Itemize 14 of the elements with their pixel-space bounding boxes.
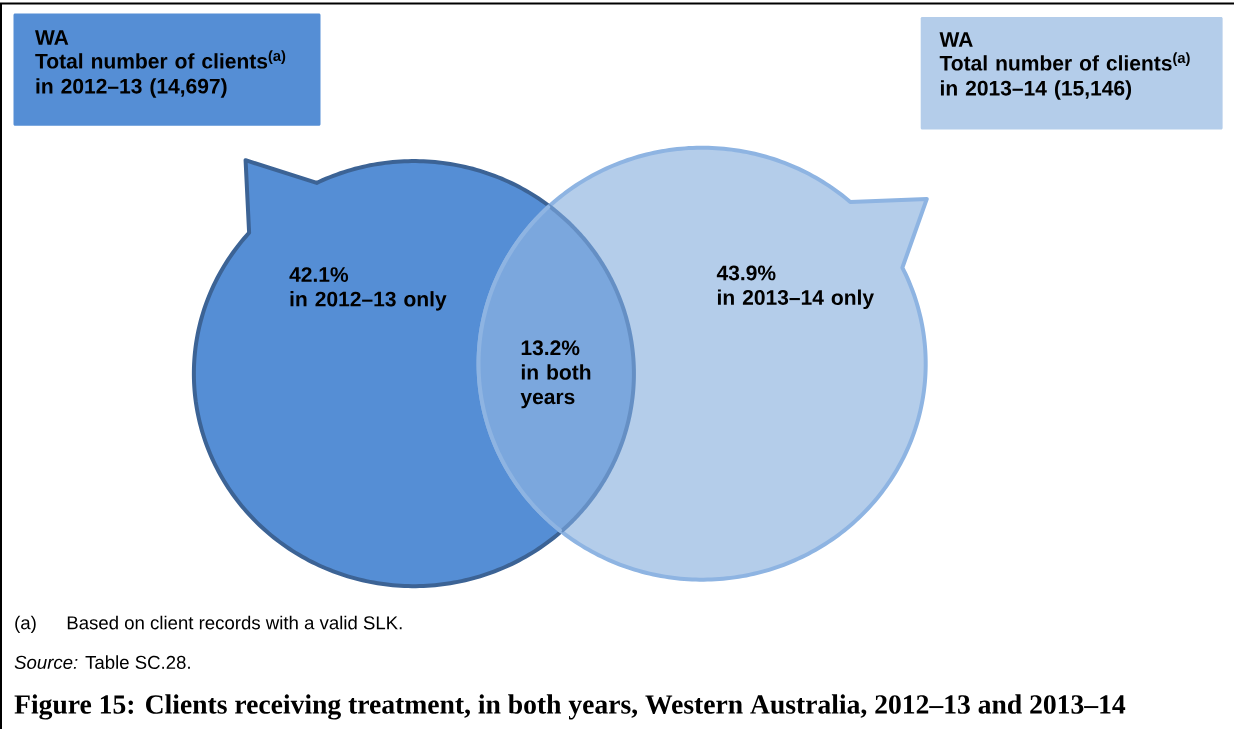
text: Figure 15: Clients receiving treatment, in both years, Western Australia, 2012–13 and 2013–14 (14, 694, 1126, 720)
data-label: 43.9% (716, 265, 776, 281)
text: Based on client records with a valid SLK. (67, 615, 402, 630)
text: WA (35, 30, 69, 45)
data-label: 42.1% (289, 267, 349, 282)
text: Total number of clients$^{(a)}$ in 2013–14 (15,146) (939, 52, 1190, 100)
data-label: 13.2% (521, 340, 580, 356)
text: WA (939, 32, 973, 47)
category-label: in 2012–13 only (290, 291, 447, 311)
text: Source: Table SC.28. (14, 655, 190, 669)
text: (a) (15, 615, 36, 634)
category-label: in both years (520, 364, 591, 409)
text: Total number of clients$^{(a)}$ in 2012–13 (14,697) (35, 50, 286, 98)
category-label: in 2013–14 only (717, 289, 874, 310)
